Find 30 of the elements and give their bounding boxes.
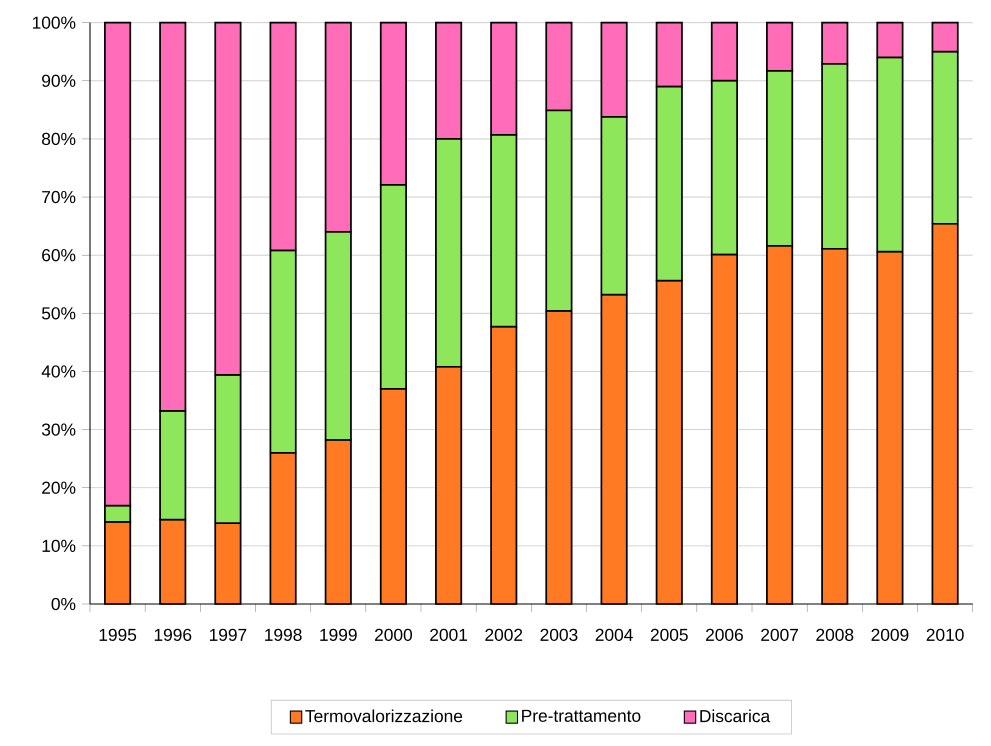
x-tick-label: 2010 [926,628,964,641]
x-tick-label: 2002 [485,628,522,641]
y-tick-label: 20% [42,482,76,494]
x-tick-label: 2007 [761,628,798,641]
legend-label: Termovalorizzazione [305,710,462,722]
x-tick-label: 2006 [706,628,743,641]
y-tick-label: 60% [42,249,76,262]
y-tick-label: 50% [42,307,76,320]
x-tick-label: 2000 [375,628,412,641]
x-tick-label: 1998 [265,628,302,641]
legend-label: Pre-trattamento [522,710,640,722]
y-tick-label: 80% [42,132,76,146]
y-tick-label: 0% [52,598,76,610]
x-tick-label: 2005 [650,628,688,641]
x-tick-label: 2009 [872,628,908,641]
y-tick-label: 70% [42,190,76,204]
x-tick-label: 1997 [210,628,246,641]
y-tick-label: 90% [42,74,76,87]
x-tick-label: 1995 [100,628,136,641]
y-tick-label: 10% [42,540,76,552]
x-tick-label: 2004 [596,628,633,641]
y-tick-label: 100% [32,16,76,29]
x-tick-label: 2001 [430,628,468,641]
x-tick-label: 2008 [816,628,854,641]
x-tick-label: 1996 [154,628,192,641]
x-tick-label: 2003 [540,628,578,641]
y-tick-label: 30% [42,423,76,436]
legend-label: Discarica [700,710,770,722]
x-tick-label: 1999 [320,628,357,641]
y-tick-label: 40% [42,365,76,378]
